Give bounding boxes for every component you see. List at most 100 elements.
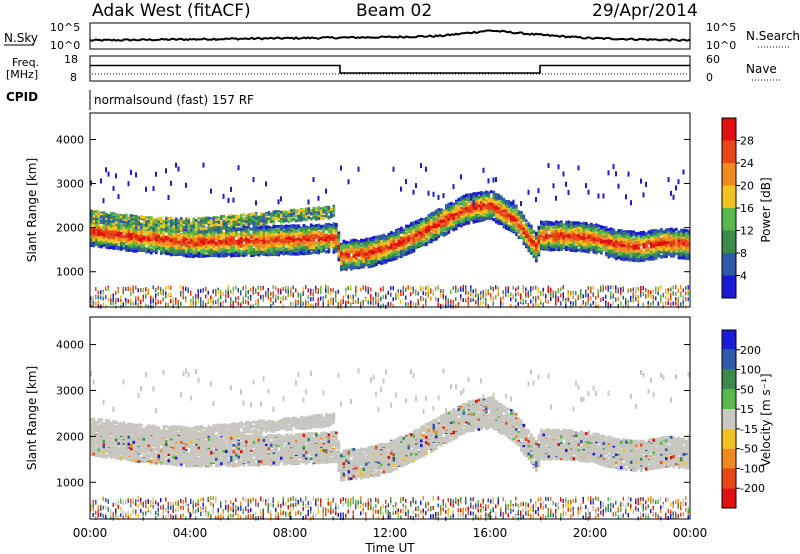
range-cell [148, 289, 150, 293]
freq-series-line [90, 66, 690, 74]
range-cell [120, 216, 123, 219]
range-cell [158, 300, 160, 304]
range-cell [100, 229, 103, 232]
range-cell [165, 241, 168, 244]
range-cell [155, 219, 158, 222]
range-cell [165, 287, 167, 291]
range-cell [100, 232, 103, 235]
range-cell [103, 297, 105, 301]
range-cell [183, 239, 186, 242]
nsky-panel: N.Sky 10^5 10^0 10^5 10^0 N.Search [4, 21, 800, 52]
range-cell [115, 237, 118, 240]
range-cell [183, 291, 185, 295]
range-cell [195, 254, 198, 257]
range-cell [168, 241, 171, 244]
range-cell [175, 251, 178, 254]
range-cell [105, 226, 108, 229]
range-cell [118, 219, 121, 222]
range-cell [150, 249, 153, 252]
range-cell [168, 234, 171, 237]
range-cell [153, 285, 155, 289]
range-cell [175, 301, 177, 305]
range-cell [150, 296, 152, 300]
range-cell [188, 253, 191, 256]
range-cell [190, 222, 193, 225]
freq-frame [90, 56, 690, 81]
range-cell [133, 225, 136, 228]
range-cell [125, 298, 127, 302]
range-cell [128, 249, 131, 252]
range-cell [130, 233, 133, 236]
range-cell [108, 217, 111, 220]
range-cell [115, 213, 118, 216]
range-cell [163, 236, 166, 239]
range-cell [180, 226, 183, 229]
range-cell [155, 234, 158, 237]
range-cell [118, 298, 120, 302]
range-cell [183, 231, 186, 234]
range-cell [120, 296, 122, 300]
nsky-tick-bottom: 10^0 [50, 39, 80, 52]
freq-unit: [MHz] [6, 68, 38, 81]
range-cell [133, 216, 136, 219]
range-cell [98, 210, 101, 213]
nsearch-tick-top: 10^5 [706, 21, 736, 34]
range-cell [130, 248, 133, 251]
range-cell [183, 243, 186, 246]
range-cell [135, 235, 138, 238]
range-cell [195, 301, 197, 305]
range-cell [115, 216, 118, 219]
range-cell [125, 214, 128, 217]
range-cell [155, 302, 157, 306]
range-cell [195, 228, 198, 231]
range-cell [193, 228, 196, 231]
freq-tick-top: 18 [64, 53, 78, 66]
range-cell [183, 295, 185, 299]
range-cell [135, 250, 138, 253]
range-cell [138, 241, 141, 244]
range-cell [135, 244, 138, 247]
nsky-series-line [90, 30, 690, 40]
range-cell [100, 290, 102, 294]
range-cell [163, 251, 166, 254]
range-cell [95, 215, 98, 218]
range-cell [170, 224, 173, 227]
range-cell [133, 249, 136, 252]
range-cell [108, 298, 110, 302]
range-cell [143, 298, 145, 302]
range-cell [185, 219, 188, 222]
range-cell [185, 235, 188, 238]
range-cell [150, 300, 152, 304]
range-cell [135, 286, 137, 290]
range-cell [163, 220, 166, 223]
date-title: 29/Apr/2014 [592, 1, 698, 21]
range-cell [103, 211, 106, 214]
range-cell [123, 303, 125, 307]
range-cell [160, 225, 163, 228]
range-cell [170, 181, 172, 186]
range-cell [175, 163, 177, 168]
range-cell [140, 226, 143, 229]
range-cell [185, 287, 187, 291]
range-cell [108, 246, 111, 249]
range-cell [190, 232, 193, 235]
range-cell [170, 292, 172, 296]
range-cell [125, 287, 127, 291]
range-cell [148, 232, 151, 235]
range-cell [165, 246, 168, 249]
range-cell [138, 303, 140, 307]
range-cell [183, 253, 186, 256]
range-cell [133, 285, 135, 289]
range-cell [95, 301, 97, 305]
range-cell [155, 242, 158, 245]
range-cell [160, 237, 163, 240]
range-cell [158, 292, 160, 296]
range-cell [180, 222, 183, 225]
range-cell [155, 288, 157, 292]
range-cell [173, 234, 176, 237]
range-cell [110, 220, 113, 223]
range-cell [130, 302, 132, 306]
range-cell [178, 300, 180, 304]
range-cell [170, 232, 173, 235]
